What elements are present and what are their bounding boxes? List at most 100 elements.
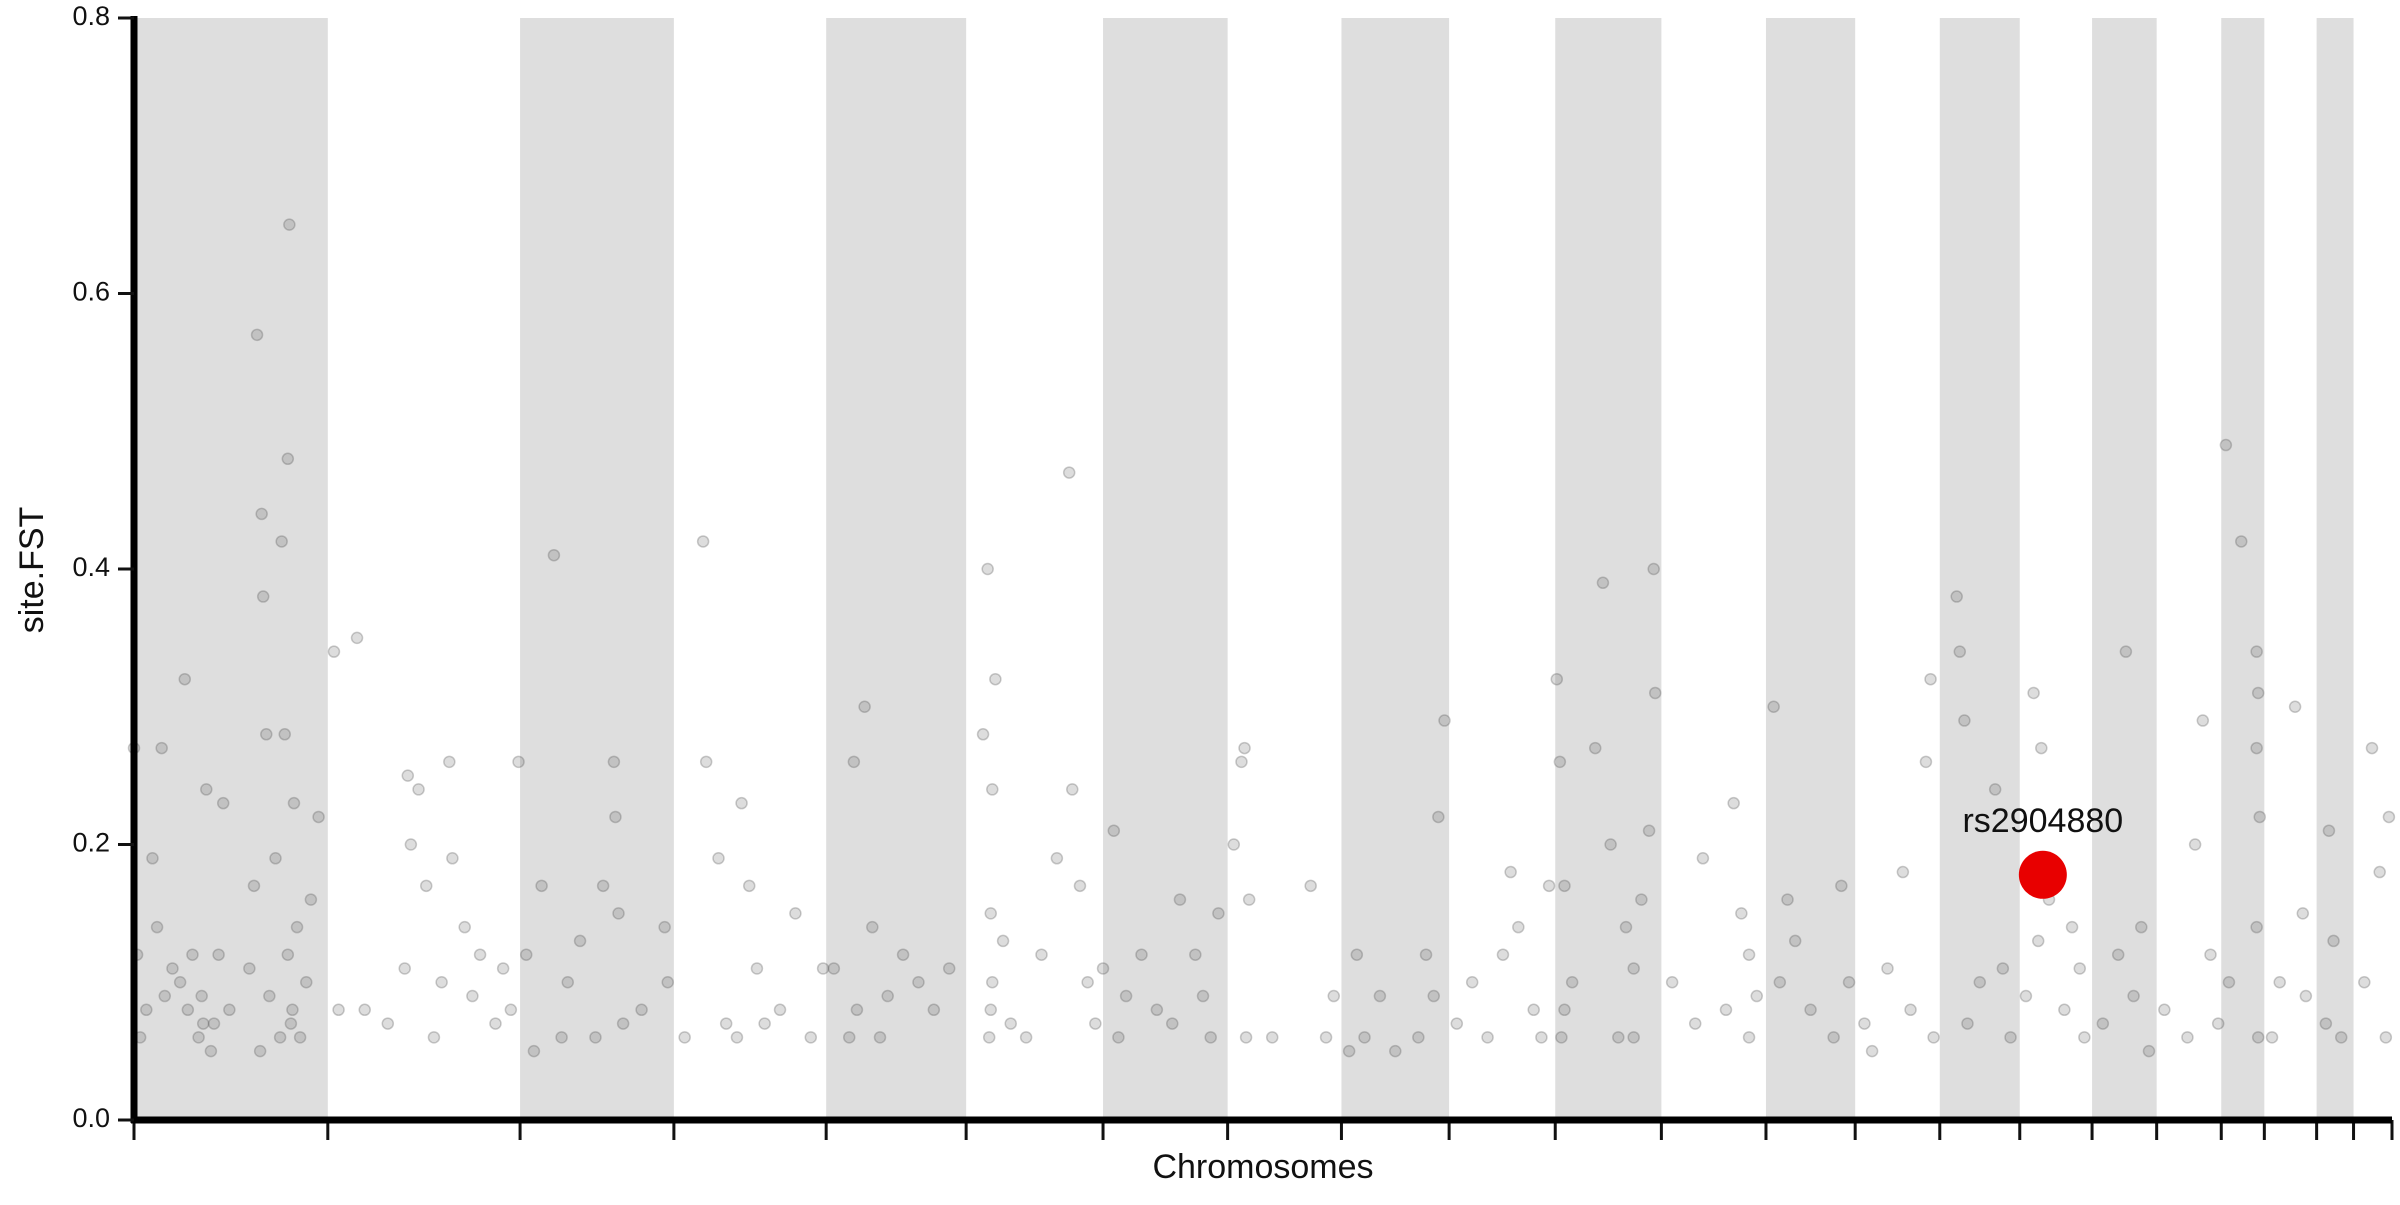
data-point xyxy=(2373,865,2386,879)
data-point xyxy=(1919,755,1933,769)
data-point xyxy=(1438,714,1451,727)
data-point xyxy=(290,920,304,934)
data-point xyxy=(2135,920,2148,934)
data-point xyxy=(527,1044,541,1058)
data-point xyxy=(2058,1003,2071,1017)
data-point xyxy=(1642,824,1656,837)
data-point xyxy=(1173,893,1187,906)
data-point xyxy=(260,728,273,741)
y-tick-label: 0.2 xyxy=(72,828,110,858)
data-point xyxy=(2019,989,2033,1003)
data-point xyxy=(1835,879,1848,893)
data-point xyxy=(927,1003,941,1017)
data-point xyxy=(216,796,230,810)
data-point xyxy=(2379,1031,2393,1044)
data-point xyxy=(984,907,997,920)
chromosome-band xyxy=(520,18,674,1120)
data-point xyxy=(1419,948,1433,961)
data-point xyxy=(250,328,264,342)
data-point xyxy=(435,976,448,989)
data-point xyxy=(1227,838,1241,851)
data-point xyxy=(1881,962,1894,975)
chromosome-band xyxy=(2316,18,2354,1120)
data-point xyxy=(1165,1017,1179,1030)
chromosome-band xyxy=(1765,18,1856,1120)
data-point xyxy=(976,728,990,741)
data-point xyxy=(2327,934,2340,948)
data-point xyxy=(155,741,168,755)
data-point xyxy=(1665,976,1679,989)
data-point xyxy=(942,962,956,975)
data-point xyxy=(253,1044,267,1058)
data-point xyxy=(1558,1003,1571,1017)
data-point xyxy=(743,879,756,893)
data-point xyxy=(195,989,208,1003)
data-point xyxy=(286,1003,299,1017)
data-point xyxy=(2204,948,2217,961)
data-point xyxy=(1550,672,1564,686)
data-point xyxy=(284,1017,298,1030)
data-point xyxy=(773,1003,787,1017)
data-point xyxy=(140,1003,153,1017)
data-point xyxy=(1150,1003,1164,1017)
data-point xyxy=(243,962,256,975)
data-point xyxy=(247,879,261,893)
data-point xyxy=(1588,741,1602,755)
data-point xyxy=(2031,934,2045,948)
data-point xyxy=(758,1017,771,1030)
data-point xyxy=(816,962,830,975)
data-point xyxy=(2073,962,2087,975)
data-point xyxy=(1865,1044,1879,1058)
data-point xyxy=(1696,852,1710,865)
data-point xyxy=(281,948,295,961)
data-point xyxy=(1196,989,1210,1003)
data-point xyxy=(186,948,199,961)
data-point xyxy=(381,1017,395,1030)
data-point xyxy=(1953,645,1967,658)
data-point xyxy=(730,1031,744,1044)
data-point xyxy=(1896,865,1910,879)
data-point xyxy=(256,590,270,603)
data-point xyxy=(2158,1003,2171,1017)
data-point xyxy=(1688,1017,1702,1030)
data-point xyxy=(1767,700,1780,713)
data-point xyxy=(1742,948,1756,961)
x-axis-label: Chromosomes xyxy=(1152,1148,1373,1186)
data-point xyxy=(1750,989,1763,1003)
data-point xyxy=(678,1031,691,1044)
data-point xyxy=(1727,796,1740,810)
data-point xyxy=(2265,1031,2279,1044)
data-point xyxy=(2253,810,2266,824)
data-point xyxy=(547,548,561,562)
data-point xyxy=(2358,976,2371,989)
data-point xyxy=(2365,741,2379,755)
data-point xyxy=(873,1031,887,1044)
data-point xyxy=(1512,920,1525,934)
data-point xyxy=(1450,1017,1464,1030)
data-point xyxy=(2111,948,2125,961)
data-point xyxy=(196,1017,210,1030)
data-point xyxy=(1019,1031,1033,1044)
data-point xyxy=(1804,1003,1817,1017)
data-point xyxy=(982,1031,996,1044)
data-point xyxy=(1066,783,1079,796)
data-point xyxy=(1742,1031,1756,1044)
data-point xyxy=(573,934,587,948)
data-point xyxy=(842,1031,856,1044)
data-point xyxy=(1635,893,1648,906)
data-point xyxy=(1304,879,1317,893)
data-point xyxy=(2219,438,2233,452)
data-point xyxy=(2296,907,2310,920)
data-point xyxy=(2188,838,2202,851)
data-point xyxy=(1035,948,1048,961)
chromosome-band xyxy=(2221,18,2265,1120)
data-point xyxy=(750,962,764,975)
data-point xyxy=(2127,989,2140,1003)
data-point xyxy=(1553,755,1567,769)
data-point xyxy=(404,838,418,851)
data-point xyxy=(192,1031,205,1044)
data-point xyxy=(847,755,861,769)
data-point xyxy=(1119,989,1133,1003)
data-point xyxy=(1973,976,1987,989)
